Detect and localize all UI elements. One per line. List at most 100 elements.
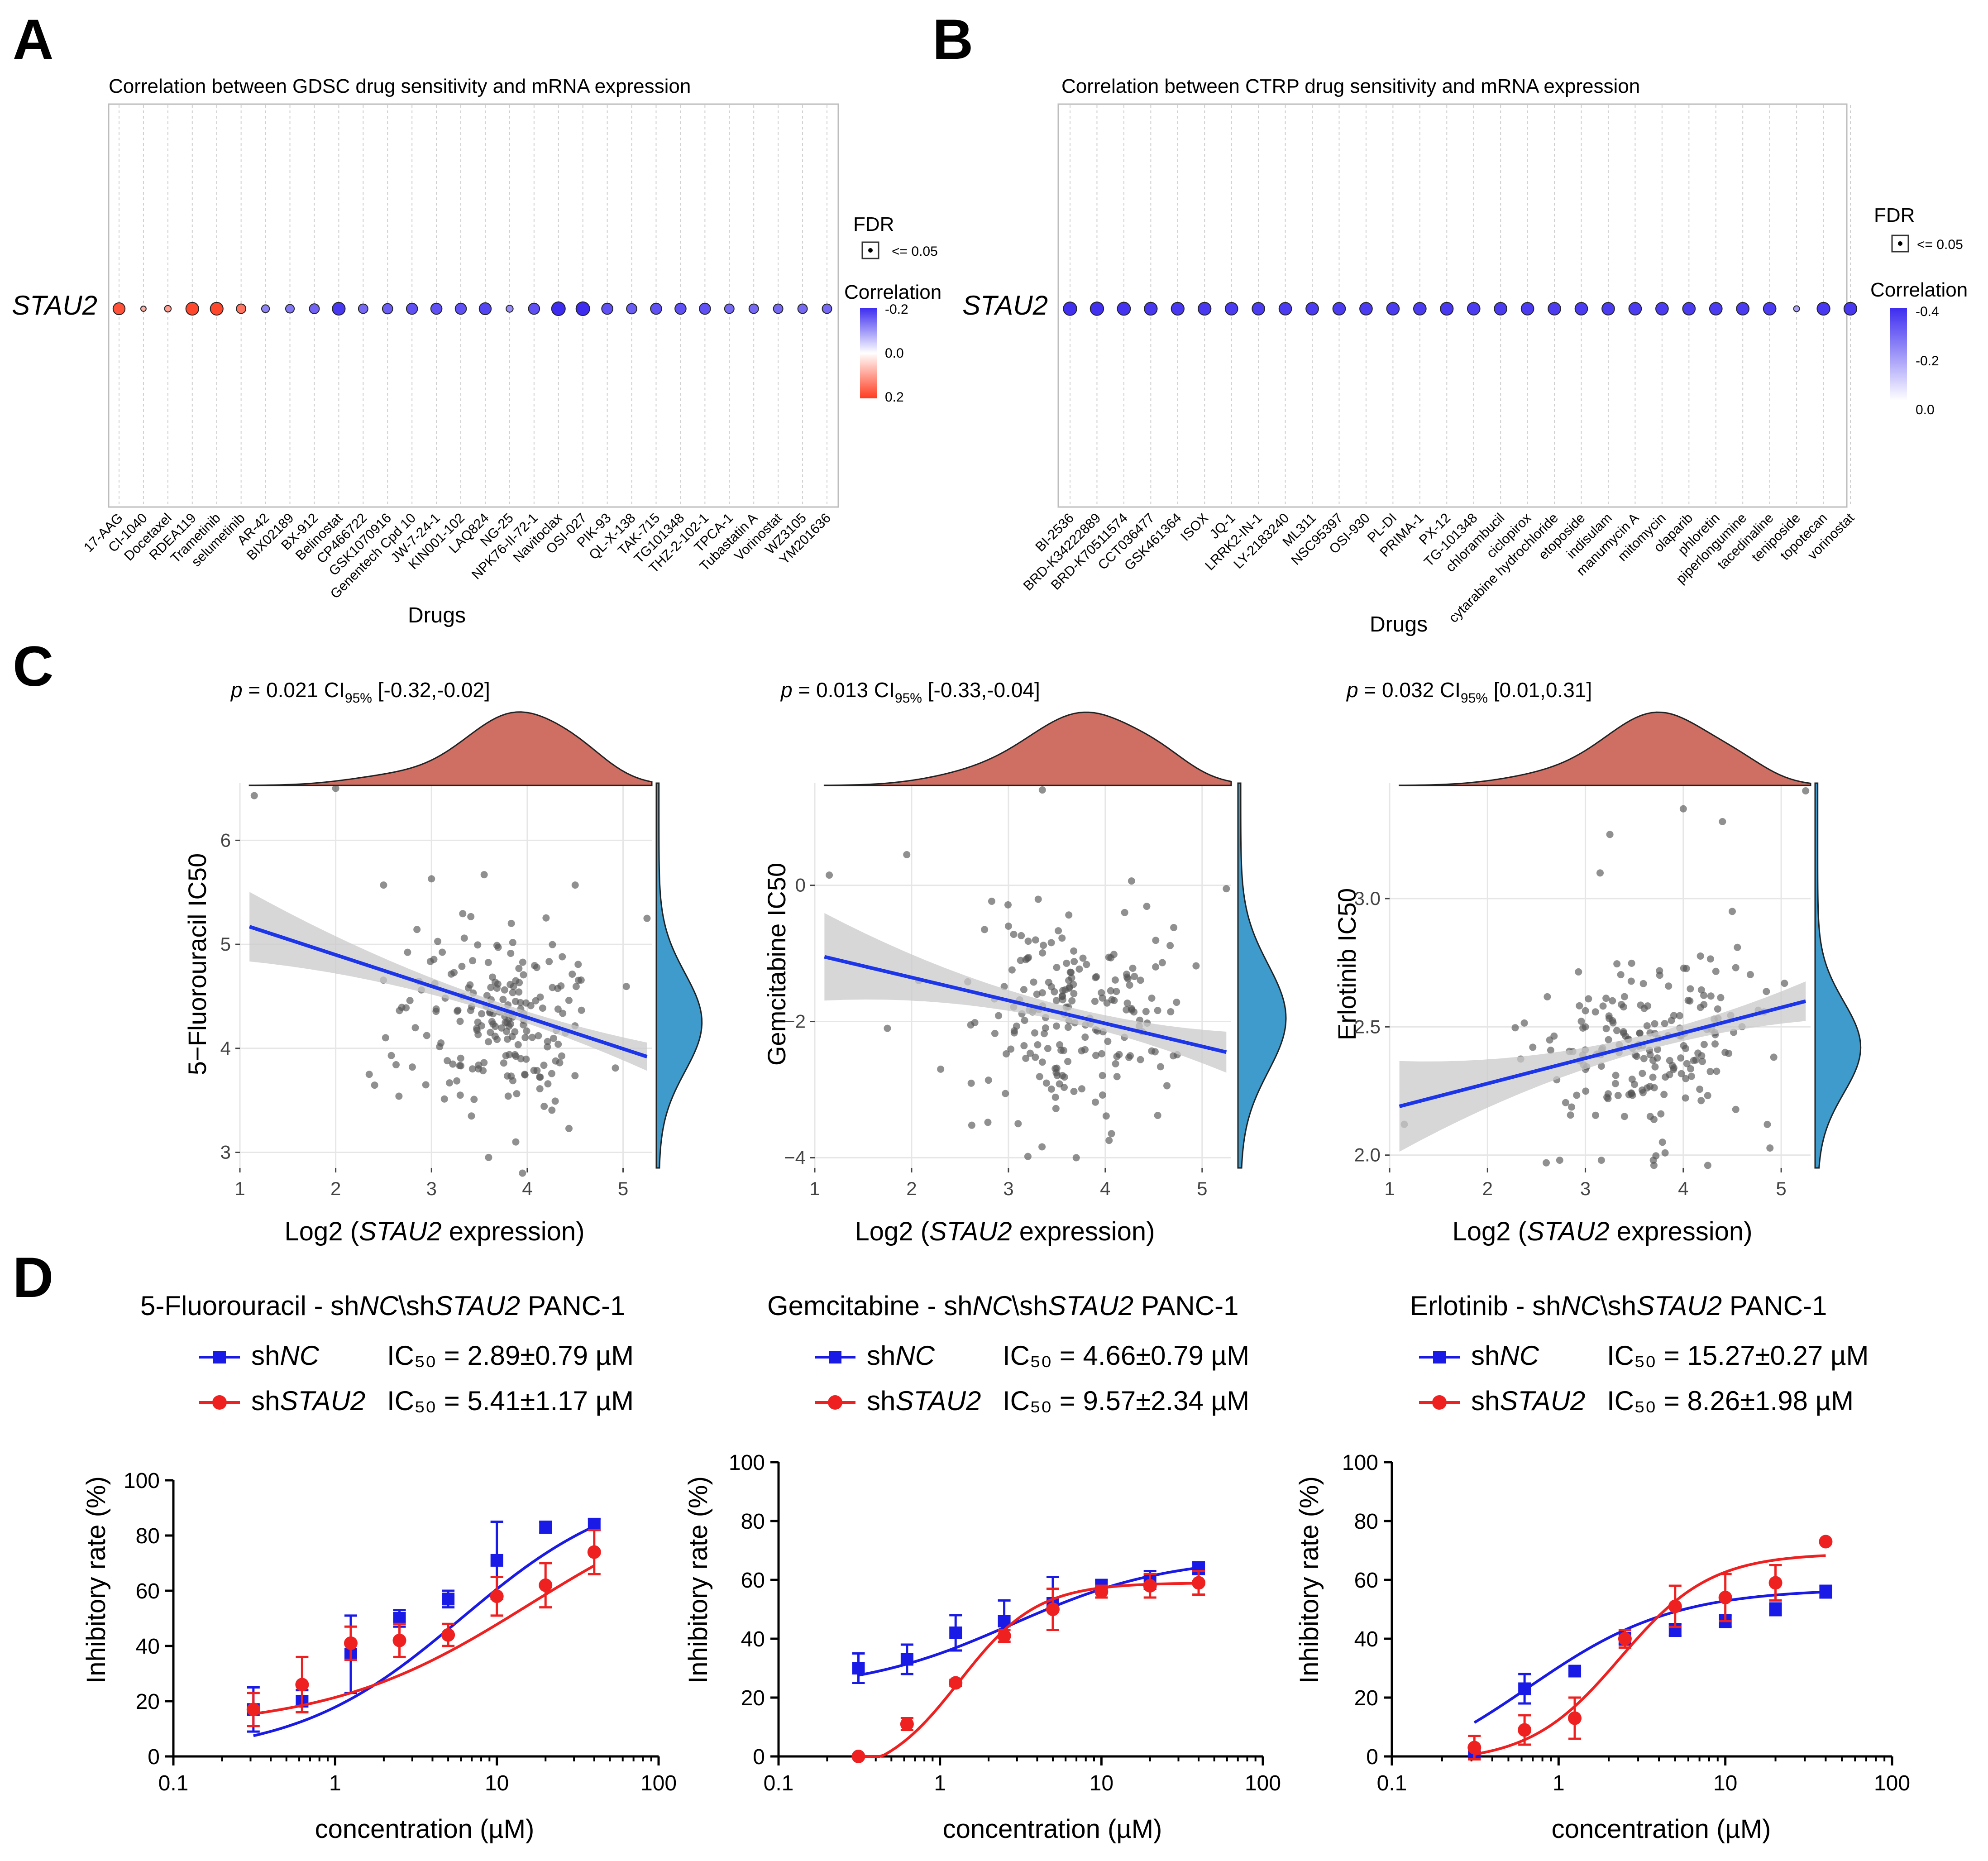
panel-d-point-shNC: [393, 1612, 406, 1625]
panel-c-point: [1033, 990, 1041, 998]
panel-c-point: [1137, 976, 1144, 984]
panel-a-dot: [626, 303, 637, 315]
panel-c-point: [574, 976, 582, 984]
panel-b-fdr-title: FDR: [1874, 204, 1915, 226]
panel-c-point: [1002, 1090, 1009, 1097]
panel-d-point-shNC: [1518, 1682, 1531, 1695]
panel-c-xtick-label: 3: [1580, 1178, 1591, 1199]
panel-c-point: [643, 914, 651, 922]
panel-d-ytick-label: 0: [753, 1745, 765, 1769]
panel-c-point: [1661, 1149, 1669, 1157]
panel-a-dot: [724, 303, 735, 314]
panel-b-dot: [1548, 302, 1561, 316]
panel-d-ytick-label: 20: [1354, 1686, 1378, 1710]
panel-c-ytick-label: −4: [784, 1147, 806, 1168]
panel-c-point: [1152, 963, 1160, 971]
panel-c-xtick-label: 4: [1100, 1178, 1110, 1199]
panel-a-dot: [748, 303, 759, 314]
panel-c-point: [1706, 1068, 1714, 1076]
panel-c-point: [1039, 949, 1047, 957]
panel-c-point: [1543, 1159, 1550, 1167]
panel-c-point: [533, 1067, 541, 1074]
panel-c-point: [1065, 911, 1073, 919]
panel-b-corr-colorbar: [1890, 308, 1907, 401]
panel-c-stats-0: p = 0.021 CI95% [-0.32,-0.02]: [230, 678, 490, 706]
panel-c-point: [1148, 1047, 1156, 1055]
panel-c-point: [1714, 1005, 1721, 1013]
panel-c-point: [1763, 1120, 1771, 1128]
panel-c-point: [1679, 805, 1687, 813]
panel-c-point: [1706, 955, 1714, 963]
panel-c-point: [1052, 1022, 1060, 1030]
panel-c-point: [382, 1034, 389, 1042]
panel-c-point: [1061, 1083, 1068, 1091]
panel-c-point: [1093, 973, 1100, 981]
panel-c-point: [1763, 988, 1770, 995]
panel-b-dot: [1117, 301, 1131, 316]
panel-c-point: [1567, 1111, 1574, 1119]
panel-c-point: [1064, 1057, 1072, 1065]
panel-a-dot: [406, 302, 418, 315]
panel-c-point: [1112, 1060, 1119, 1067]
panel-c-point: [903, 851, 911, 858]
panel-c-point: [548, 1106, 556, 1114]
panel-d-plot-area-1: 0 20 40 60 80 100 0.1 1 10 100: [729, 1351, 1281, 1795]
panel-a-dot: [551, 301, 566, 316]
panel-c-point: [1707, 992, 1715, 1000]
panel-label-d: D: [13, 1246, 53, 1309]
panel-c-xtick-label: 1: [1384, 1178, 1395, 1199]
panel-c-point: [1643, 1084, 1651, 1092]
panel-d-xtick-label: 100: [1874, 1771, 1910, 1795]
panel-c-point: [1024, 1153, 1032, 1160]
panel-c-xlabel-2: Log2 (STAU2 expression): [1452, 1217, 1752, 1246]
panel-c-xlabel-1: Log2 (STAU2 expression): [855, 1217, 1155, 1246]
panel-c-point: [1108, 996, 1116, 1004]
panel-c-xtick-label: 2: [1482, 1178, 1493, 1199]
panel-b-dot: [1816, 301, 1830, 316]
panel-c-point: [1599, 1002, 1607, 1010]
panel-c-point: [551, 1097, 559, 1105]
panel-c: p = 0.021 CI95% [-0.32,-0.02] 5−Fluorour…: [183, 678, 1862, 1246]
panel-a-gridlines: [119, 105, 827, 506]
panel-c-point: [1156, 1063, 1164, 1071]
panel-d-point-shSTAU2: [539, 1578, 553, 1592]
panel-b-dot: [1359, 302, 1373, 316]
panel-c-point: [1055, 927, 1062, 935]
panel-c-point: [1154, 1007, 1161, 1014]
panel-c-point: [826, 871, 833, 879]
panel-c-point: [536, 1073, 544, 1081]
panel-c-point: [1687, 1072, 1695, 1080]
panel-c-point: [1665, 982, 1673, 990]
panel-c-point: [548, 1070, 555, 1077]
panel-c-point: [1649, 1073, 1657, 1081]
panel-c-point: [1123, 1006, 1130, 1014]
panel-c-point: [1613, 960, 1621, 968]
panel-d-point-shNC: [539, 1521, 552, 1534]
panel-c-point: [1696, 1086, 1704, 1093]
panel-c-point: [502, 1052, 510, 1060]
panel-c-point: [1148, 995, 1156, 1002]
panel-c-point: [565, 996, 573, 1004]
panel-a-fdr-label: <= 0.05: [892, 244, 938, 259]
panel-c-point: [423, 1032, 430, 1039]
panel-c-plot-area-2: 1 2 3 4 5 2.0 2.5 3.0: [1354, 711, 1862, 1199]
panel-a-fdr-title: FDR: [853, 213, 894, 235]
panel-c-ytick-label: 3.0: [1354, 888, 1381, 909]
panel-b-dot: [1843, 301, 1858, 316]
panel-c-point: [1713, 1067, 1720, 1075]
panel-c-point: [512, 1138, 520, 1146]
panel-c-point: [380, 881, 387, 889]
panel-c-side-density: [1814, 782, 1862, 1169]
panel-b-dot: [1655, 302, 1669, 316]
panel-c-point: [971, 1019, 979, 1026]
panel-c-point: [967, 1079, 975, 1087]
panel-c-point: [1650, 1162, 1658, 1169]
panel-c-point: [1045, 978, 1052, 986]
panel-c-point: [554, 1005, 562, 1013]
panel-a-dot: [699, 302, 711, 315]
panel-c-point: [558, 1052, 565, 1060]
panel-d-ytick-label: 40: [741, 1627, 765, 1651]
panel-c-point: [1704, 1092, 1711, 1100]
panel-d-point-shSTAU2: [246, 1703, 260, 1717]
panel-c-point: [1633, 1052, 1640, 1060]
